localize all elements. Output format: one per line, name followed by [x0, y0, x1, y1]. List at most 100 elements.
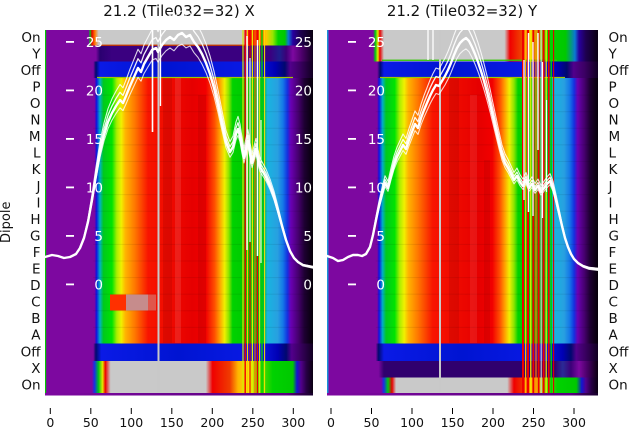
- dropout-line: [541, 62, 544, 218]
- y-inner-tick: [348, 41, 356, 43]
- y-inner-label-right: 20: [295, 84, 312, 100]
- row-label-right-17: B: [609, 311, 618, 327]
- band-rows-on-y-gray: [327, 30, 598, 62]
- x-tick: [292, 408, 294, 414]
- row-seam: [375, 127, 593, 129]
- row-label-right-0: On: [609, 30, 628, 46]
- dropout-line: [432, 30, 434, 60]
- dropout-line: [523, 60, 525, 200]
- dropout-line: [427, 30, 429, 60]
- x-tick: [492, 408, 494, 414]
- band-bottom-strip: [327, 393, 598, 396]
- row-seam: [93, 210, 308, 212]
- heatmap-patch: [163, 78, 172, 343]
- heatmap-patch: [126, 294, 148, 311]
- heatmap-patch: [198, 95, 206, 343]
- row-seam: [93, 160, 308, 162]
- row-label-left-7: L: [33, 146, 41, 162]
- bandpass-trace: [326, 48, 599, 269]
- heatmap-patch: [100, 44, 250, 46]
- y-inner-label: 25: [86, 35, 103, 51]
- x-tick: [573, 408, 575, 414]
- y-inner-tick: [348, 235, 356, 237]
- x-tick-label: 200: [200, 415, 224, 430]
- row-seam: [93, 293, 308, 295]
- row-label-right-12: G: [609, 228, 619, 244]
- dropout-line: [260, 120, 262, 263]
- x-tick-label: 50: [83, 415, 99, 430]
- row-seam: [375, 111, 593, 113]
- row-label-left-3: P: [32, 79, 40, 95]
- dropout-line: [159, 30, 162, 106]
- band-row-y: [45, 45, 313, 62]
- row-label-right-13: F: [609, 245, 617, 261]
- x-tick-label: 150: [441, 415, 465, 430]
- dropout-line: [439, 30, 441, 393]
- row-label-right-18: A: [609, 328, 619, 344]
- row-seam: [375, 194, 593, 196]
- row-label-right-21: On: [609, 377, 628, 393]
- rfi-stripe: [553, 30, 555, 393]
- row-seam: [93, 194, 308, 196]
- band-row-off-top: [327, 61, 598, 78]
- y-inner-label-right: 10: [295, 181, 312, 197]
- x-tick: [49, 408, 51, 414]
- x-tick-label: 50: [364, 415, 380, 430]
- dropout-line: [157, 30, 160, 393]
- row-label-right-10: I: [609, 195, 613, 211]
- row-label-right-19: Off: [609, 344, 630, 360]
- band-bottom-strip: [45, 393, 313, 396]
- x-tick: [171, 408, 173, 414]
- bandpass-trace: [44, 43, 314, 267]
- y-inner-label-right: 25: [295, 35, 312, 51]
- row-label-left-9: J: [36, 179, 41, 195]
- y-inner-label: 10: [368, 181, 385, 197]
- row-label-left-4: O: [30, 96, 41, 112]
- rfi-stripe: [242, 30, 244, 393]
- y-inner-tick: [66, 235, 74, 237]
- row-seam: [93, 227, 308, 229]
- y-inner-tick: [348, 283, 356, 286]
- row-label-right-3: P: [609, 79, 617, 95]
- y-inner-label-right: 0: [303, 278, 312, 294]
- y-inner-tick: [348, 186, 356, 189]
- row-seam: [375, 160, 593, 162]
- row-seam: [375, 94, 593, 96]
- bandpass-trace: [44, 21, 314, 269]
- row-seam: [93, 94, 308, 96]
- row-label-left-10: I: [37, 195, 41, 211]
- x-tick: [452, 408, 453, 414]
- row-label-right-6: M: [609, 129, 621, 145]
- row-seam: [375, 260, 593, 262]
- x-tick-label: 300: [281, 415, 305, 430]
- x-tick-label: 250: [241, 415, 265, 430]
- row-seam: [93, 277, 308, 279]
- x-tick-label: 0: [46, 415, 54, 430]
- heatmap-patch: [484, 160, 490, 343]
- heatmap-patch: [175, 78, 181, 343]
- bandpass-trace: [44, 10, 314, 269]
- panel-y-title: 21.2 (Tile032=32) Y: [386, 2, 538, 20]
- y-inner-tick: [348, 138, 356, 140]
- band-row-off-bottom: [327, 343, 598, 361]
- x-tick-label: 300: [562, 415, 586, 430]
- y-inner-label: 0: [94, 278, 103, 294]
- heatmap-patch: [380, 76, 565, 79]
- row-seam: [375, 177, 593, 179]
- row-label-left-6: M: [29, 129, 41, 145]
- x-tick-label: 250: [522, 415, 546, 430]
- row-seam: [375, 243, 593, 245]
- rfi-stripe: [522, 30, 524, 393]
- row-label-right-4: O: [609, 96, 620, 112]
- x-tick-label: 100: [119, 415, 143, 430]
- row-label-left-21: On: [21, 377, 40, 393]
- row-label-left-2: Off: [21, 63, 42, 79]
- y-inner-label: 10: [86, 181, 103, 197]
- dropout-line: [545, 100, 548, 192]
- band-row-x: [327, 361, 598, 378]
- row-label-right-14: E: [609, 262, 618, 278]
- band-row-on-top: [45, 30, 313, 46]
- row-seam: [93, 144, 308, 146]
- band-row-on-gray: [327, 377, 598, 393]
